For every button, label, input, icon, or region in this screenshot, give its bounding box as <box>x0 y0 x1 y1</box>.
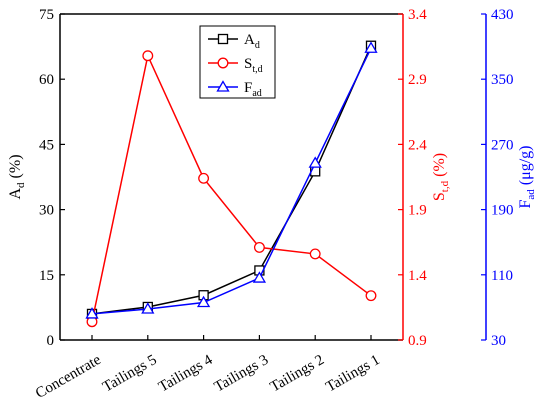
left-axis-title-unit: (%) <box>7 154 24 182</box>
legend-entry-sub: t,d <box>252 64 262 75</box>
right2-tick-label: 30 <box>491 333 506 349</box>
x-tick-label-group: Concentrate <box>33 352 104 402</box>
left-axis-title-text: Ad (%) <box>7 154 27 199</box>
right1-tick-label: 1.9 <box>408 203 427 219</box>
left-tick-label: 15 <box>39 268 54 284</box>
data-point-Fad <box>364 41 378 53</box>
x-tick-label-group: Tailings 2 <box>268 352 327 396</box>
right1-tick-label: 0.9 <box>408 333 427 349</box>
left-tick-label: 30 <box>39 203 54 219</box>
data-point-Fad <box>196 295 211 308</box>
data-point-Fad <box>308 156 322 168</box>
x-tick-label: Tailings 4 <box>156 352 216 396</box>
right1-axis-title-unit: (%) <box>431 153 448 181</box>
legend-swatch-marker <box>217 33 229 45</box>
data-point-St,d <box>198 172 210 184</box>
right1-tick-label: 2.9 <box>408 72 427 88</box>
right2-axis-title-text: Fad (μg/g) <box>517 146 537 209</box>
legend-swatch-marker <box>217 57 229 69</box>
right1-tick-label: 1.4 <box>408 268 427 284</box>
x-tick-label: Tailings 1 <box>323 352 382 396</box>
right2-tick-label: 110 <box>491 268 513 284</box>
left-axis-title: Ad (%) <box>7 154 27 199</box>
right1-tick-label: 3.4 <box>408 7 427 23</box>
legend-swatch-marker <box>216 80 230 92</box>
left-axis-title-main: A <box>7 188 24 200</box>
data-point-Fad <box>85 307 99 319</box>
x-tick-label: Tailings 3 <box>212 352 271 396</box>
right1-axis-title: St,d (%) <box>431 153 451 201</box>
right1-axis-title-text: St,d (%) <box>431 153 451 201</box>
data-point-Fad <box>141 302 155 314</box>
x-tick-label-group: Tailings 5 <box>100 352 159 396</box>
right2-tick-label: 430 <box>491 7 514 23</box>
legend-entry-sub: ad <box>252 88 261 99</box>
x-tick-label-group: Tailings 1 <box>323 352 382 396</box>
left-tick-label: 60 <box>39 72 54 88</box>
right2-tick-label: 350 <box>491 72 514 88</box>
legend-entry-main: A <box>244 32 255 48</box>
series-line-Ad <box>91 45 372 315</box>
right2-axis-title-unit: (μg/g) <box>517 146 534 190</box>
series-line-Fad <box>91 47 372 315</box>
data-point-St,d <box>253 241 265 253</box>
x-tick-label-group: Tailings 3 <box>212 352 271 396</box>
right1-axis-title-main: S <box>431 192 448 201</box>
series-line-St,d <box>91 53 372 322</box>
left-tick-label: 0 <box>47 333 55 349</box>
data-point-Fad <box>252 271 267 283</box>
x-tick-label: Tailings 2 <box>268 352 327 396</box>
data-point-St,d <box>365 290 377 302</box>
left-tick-label: 45 <box>39 137 54 153</box>
right2-axis-title-sub: ad <box>525 189 537 200</box>
legend-entry: Ad <box>244 32 260 51</box>
right1-axis-title-sub: t,d <box>439 180 451 192</box>
right2-axis-title-main: F <box>517 199 534 208</box>
legend-entry: St,d <box>244 56 263 75</box>
left-axis-title-sub: d <box>15 182 27 188</box>
right2-axis-title: Fad (μg/g) <box>517 146 537 209</box>
x-tick-label-group: Tailings 4 <box>156 352 216 396</box>
legend-entry-main: S <box>244 56 252 72</box>
right2-tick-label: 270 <box>491 137 514 153</box>
x-tick-label: Tailings 5 <box>100 352 159 396</box>
series-layer <box>85 40 378 328</box>
legend-entry-sub: d <box>255 40 260 51</box>
legend-box <box>199 25 276 99</box>
data-point-St,d <box>142 50 154 62</box>
x-tick-label: Concentrate <box>33 352 104 402</box>
right1-tick-label: 2.4 <box>408 137 427 153</box>
left-tick-label: 75 <box>39 7 54 23</box>
legend-entry-main: F <box>244 80 252 96</box>
legend-entry: Fad <box>244 80 262 99</box>
data-point-St,d <box>309 248 321 260</box>
right2-tick-label: 190 <box>491 203 514 219</box>
